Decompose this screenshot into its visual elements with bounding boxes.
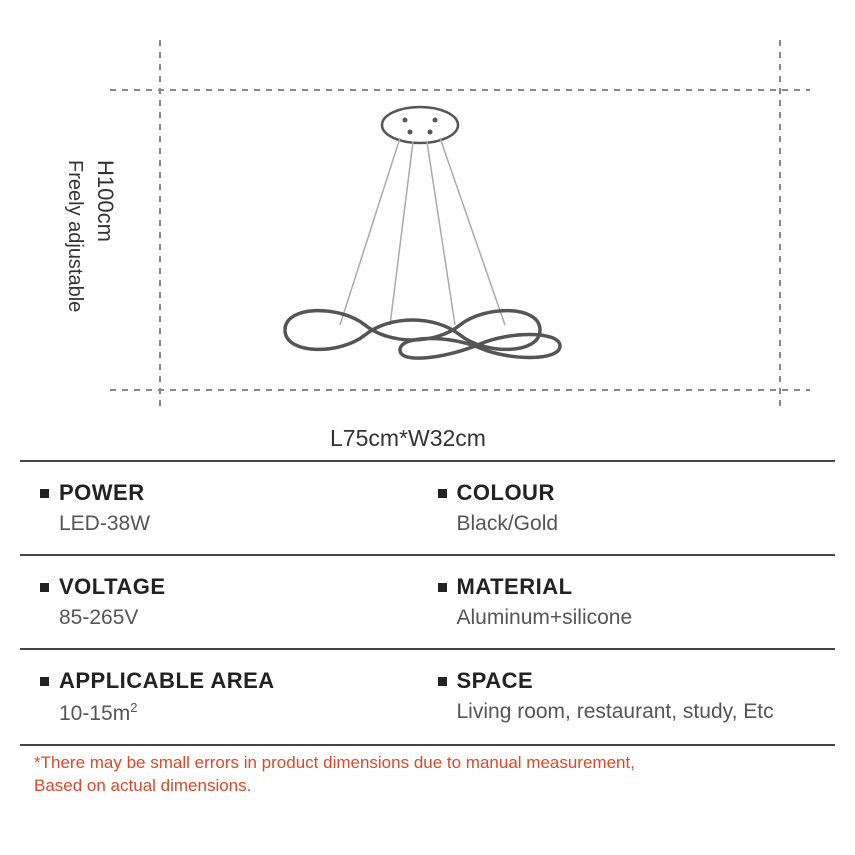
height-note: Freely adjustable: [61, 160, 89, 312]
bullet-icon: [40, 489, 49, 498]
spec-label: SPACE: [457, 668, 534, 694]
spec-value: Living room, restaurant, study, Etc: [457, 700, 826, 724]
spec-label: COLOUR: [457, 480, 555, 506]
diagram-svg: [40, 20, 820, 450]
dimension-diagram: H100cm Freely adjustable L75cm*W32cm: [40, 20, 820, 430]
height-label-group: H100cm Freely adjustable: [61, 160, 120, 312]
spec-cell: MATERIAL Aluminum+silicone: [428, 574, 826, 630]
footnote-line: *There may be small errors in product di…: [34, 752, 825, 775]
spec-cell: SPACE Living room, restaurant, study, Et…: [428, 668, 826, 726]
spec-label: POWER: [59, 480, 145, 506]
footnote-line: Based on actual dimensions.: [34, 775, 825, 798]
spec-label: MATERIAL: [457, 574, 573, 600]
spec-row: POWER LED-38W COLOUR Black/Gold: [20, 462, 835, 554]
spec-row: APPLICABLE AREA 10-15m2 SPACE Living roo…: [20, 650, 835, 744]
spec-value: 10-15m2: [59, 700, 428, 726]
bullet-icon: [438, 677, 447, 686]
bullet-icon: [438, 583, 447, 592]
footnote: *There may be small errors in product di…: [34, 752, 825, 798]
spec-value: Aluminum+silicone: [457, 606, 826, 630]
spec-table: POWER LED-38W COLOUR Black/Gold VOLTAGE …: [20, 460, 835, 798]
spec-value: 85-265V: [59, 606, 428, 630]
spec-value: Black/Gold: [457, 512, 826, 536]
spec-cell: VOLTAGE 85-265V: [30, 574, 428, 630]
spec-label: APPLICABLE AREA: [59, 668, 275, 694]
width-dimension: L75cm*W32cm: [330, 425, 486, 452]
bullet-icon: [438, 489, 447, 498]
spec-label: VOLTAGE: [59, 574, 166, 600]
spec-cell: APPLICABLE AREA 10-15m2: [30, 668, 428, 726]
spec-cell: COLOUR Black/Gold: [428, 480, 826, 536]
height-dimension: H100cm: [93, 160, 118, 242]
divider: [20, 744, 835, 746]
bullet-icon: [40, 677, 49, 686]
bullet-icon: [40, 583, 49, 592]
spec-value: LED-38W: [59, 512, 428, 536]
spec-cell: POWER LED-38W: [30, 480, 428, 536]
spec-row: VOLTAGE 85-265V MATERIAL Aluminum+silico…: [20, 556, 835, 648]
